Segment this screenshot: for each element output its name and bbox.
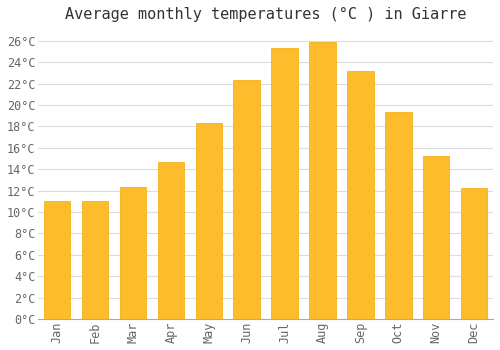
Bar [423, 156, 450, 319]
Bar [158, 162, 184, 319]
Bar [196, 123, 222, 319]
Bar [347, 71, 374, 319]
Bar [309, 42, 336, 319]
Bar [120, 187, 146, 319]
Bar [44, 201, 70, 319]
Bar [385, 112, 411, 319]
Title: Average monthly temperatures (°C ) in Giarre: Average monthly temperatures (°C ) in Gi… [65, 7, 466, 22]
Bar [272, 48, 298, 319]
Bar [461, 188, 487, 319]
Bar [82, 201, 108, 319]
Bar [234, 80, 260, 319]
